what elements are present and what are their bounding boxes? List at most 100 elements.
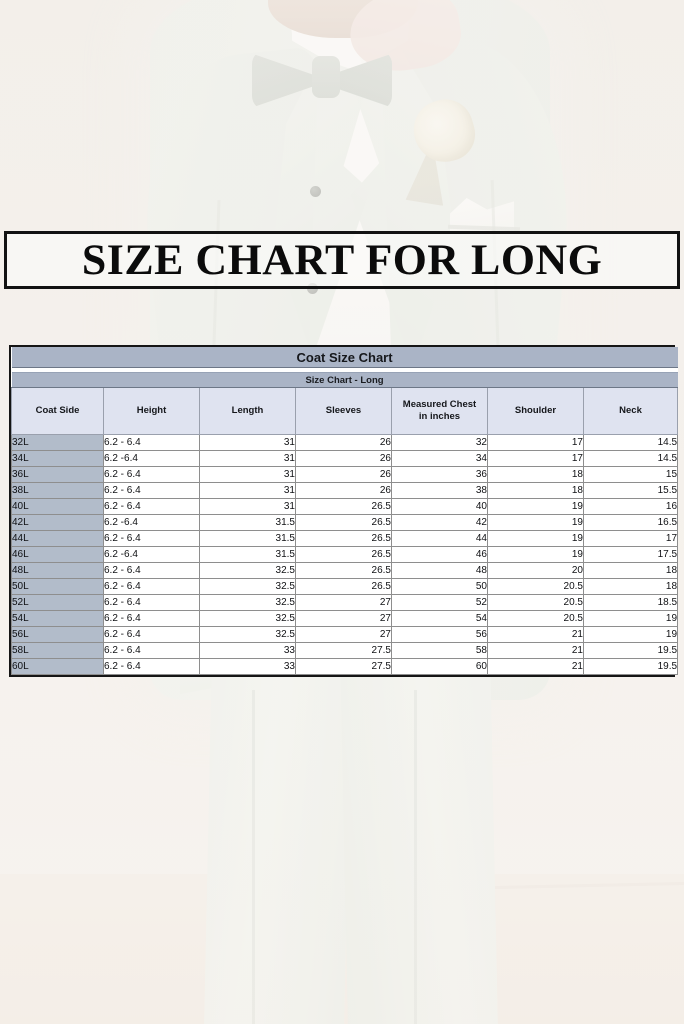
cell-shoulder: 20 <box>487 562 584 579</box>
table-column-header-row: Coat Side Height Length Sleeves Measured… <box>11 387 679 435</box>
cell-length: 31 <box>199 434 296 451</box>
cell-height: 6.2 -6.4 <box>103 546 200 563</box>
table-sub-title: Size Chart - Long <box>11 372 678 388</box>
cell-measured-chest: 38 <box>391 482 488 499</box>
cell-shoulder: 18 <box>487 482 584 499</box>
cell-shoulder: 21 <box>487 658 584 675</box>
cell-sleeves: 26 <box>295 466 392 483</box>
cell-measured-chest: 40 <box>391 498 488 515</box>
table-row: 46L 6.2 -6.4 31.5 26.5 46 19 17.5 <box>11 546 679 563</box>
cell-shoulder: 17 <box>487 434 584 451</box>
cell-measured-chest: 52 <box>391 594 488 611</box>
cell-measured-chest: 54 <box>391 610 488 627</box>
cell-sleeves: 27 <box>295 626 392 643</box>
table-row: 40L 6.2 - 6.4 31 26.5 40 19 16 <box>11 498 679 515</box>
table-row: 60L 6.2 - 6.4 33 27.5 60 21 19.5 <box>11 658 679 675</box>
cell-length: 31 <box>199 466 296 483</box>
cell-height: 6.2 -6.4 <box>103 514 200 531</box>
chest-header-line2: in inches <box>418 411 461 422</box>
cell-length: 31.5 <box>199 530 296 547</box>
cell-coat-side: 44L <box>11 530 104 547</box>
cell-coat-side: 34L <box>11 450 104 467</box>
cell-sleeves: 27.5 <box>295 658 392 675</box>
cell-length: 31 <box>199 498 296 515</box>
cell-length: 32.5 <box>199 562 296 579</box>
cell-neck: 19.5 <box>582 658 679 675</box>
cell-shoulder: 19 <box>487 530 584 547</box>
cell-sleeves: 26 <box>295 434 392 451</box>
cell-neck: 15 <box>582 466 679 483</box>
table-row: 54L 6.2 - 6.4 32.5 27 54 20.5 19 <box>11 610 679 627</box>
cell-measured-chest: 58 <box>391 642 488 659</box>
cell-neck: 18 <box>582 562 679 579</box>
column-header-length: Length <box>199 387 296 435</box>
cell-length: 31 <box>199 482 296 499</box>
cell-length: 31 <box>199 450 296 467</box>
cell-sleeves: 26.5 <box>295 498 392 515</box>
column-header-shoulder: Shoulder <box>487 387 584 435</box>
cell-length: 32.5 <box>199 578 296 595</box>
cell-height: 6.2 -6.4 <box>103 450 200 467</box>
table-main-title-row: Coat Size Chart <box>11 347 678 368</box>
cell-neck: 17.5 <box>582 546 679 563</box>
cell-height: 6.2 - 6.4 <box>103 482 200 499</box>
table-row: 36L 6.2 - 6.4 31 26 36 18 15 <box>11 466 679 483</box>
table-row: 58L 6.2 - 6.4 33 27.5 58 21 19.5 <box>11 642 679 659</box>
coat-size-chart: Coat Size Chart Size Chart - Long Coat S… <box>9 345 679 677</box>
cell-sleeves: 26.5 <box>295 530 392 547</box>
separator-cell <box>11 367 678 373</box>
cell-sleeves: 26.5 <box>295 578 392 595</box>
cell-neck: 19.5 <box>582 642 679 659</box>
table-main-title: Coat Size Chart <box>11 347 678 368</box>
cell-neck: 18 <box>582 578 679 595</box>
cell-shoulder: 18 <box>487 466 584 483</box>
cell-length: 33 <box>199 658 296 675</box>
cell-neck: 14.5 <box>582 450 679 467</box>
size-chart-title-banner: SIZE CHART FOR LONG <box>4 231 680 289</box>
cell-shoulder: 19 <box>487 514 584 531</box>
cell-length: 32.5 <box>199 610 296 627</box>
cell-coat-side: 38L <box>11 482 104 499</box>
table-sub-title-row: Size Chart - Long <box>11 372 678 388</box>
cell-height: 6.2 - 6.4 <box>103 626 200 643</box>
cell-height: 6.2 - 6.4 <box>103 594 200 611</box>
cell-neck: 17 <box>582 530 679 547</box>
cell-sleeves: 26 <box>295 450 392 467</box>
cell-length: 32.5 <box>199 594 296 611</box>
table-row: 34L 6.2 -6.4 31 26 34 17 14.5 <box>11 450 679 467</box>
cell-length: 31.5 <box>199 514 296 531</box>
cell-height: 6.2 - 6.4 <box>103 610 200 627</box>
cell-measured-chest: 46 <box>391 546 488 563</box>
cell-height: 6.2 - 6.4 <box>103 466 200 483</box>
cell-coat-side: 54L <box>11 610 104 627</box>
cell-shoulder: 20.5 <box>487 610 584 627</box>
cell-height: 6.2 - 6.4 <box>103 434 200 451</box>
cell-shoulder: 17 <box>487 450 584 467</box>
cell-neck: 16 <box>582 498 679 515</box>
table-row: 38L 6.2 - 6.4 31 26 38 18 15.5 <box>11 482 679 499</box>
cell-coat-side: 48L <box>11 562 104 579</box>
cell-neck: 19 <box>582 610 679 627</box>
cell-shoulder: 20.5 <box>487 578 584 595</box>
size-chart-table: Coat Size Chart Size Chart - Long Coat S… <box>11 347 679 675</box>
cell-length: 32.5 <box>199 626 296 643</box>
table-row: 32L 6.2 - 6.4 31 26 32 17 14.5 <box>11 434 679 451</box>
cell-sleeves: 27 <box>295 594 392 611</box>
table-row: 42L 6.2 -6.4 31.5 26.5 42 19 16.5 <box>11 514 679 531</box>
column-header-sleeves: Sleeves <box>295 387 392 435</box>
cell-measured-chest: 34 <box>391 450 488 467</box>
cell-sleeves: 26.5 <box>295 514 392 531</box>
cell-sleeves: 26.5 <box>295 546 392 563</box>
cell-shoulder: 21 <box>487 626 584 643</box>
table-head: Coat Size Chart Size Chart - Long Coat S… <box>11 347 679 435</box>
cell-height: 6.2 - 6.4 <box>103 498 200 515</box>
chest-header-line1: Measured Chest <box>402 399 477 411</box>
table-row: 48L 6.2 - 6.4 32.5 26.5 48 20 18 <box>11 562 679 579</box>
cell-coat-side: 50L <box>11 578 104 595</box>
cell-sleeves: 27.5 <box>295 642 392 659</box>
table-body: 32L 6.2 - 6.4 31 26 32 17 14.5 34L 6.2 -6.4 31 26 3… <box>11 434 679 675</box>
cell-sleeves: 27 <box>295 610 392 627</box>
cell-measured-chest: 42 <box>391 514 488 531</box>
column-header-height: Height <box>103 387 200 435</box>
cell-sleeves: 26.5 <box>295 562 392 579</box>
